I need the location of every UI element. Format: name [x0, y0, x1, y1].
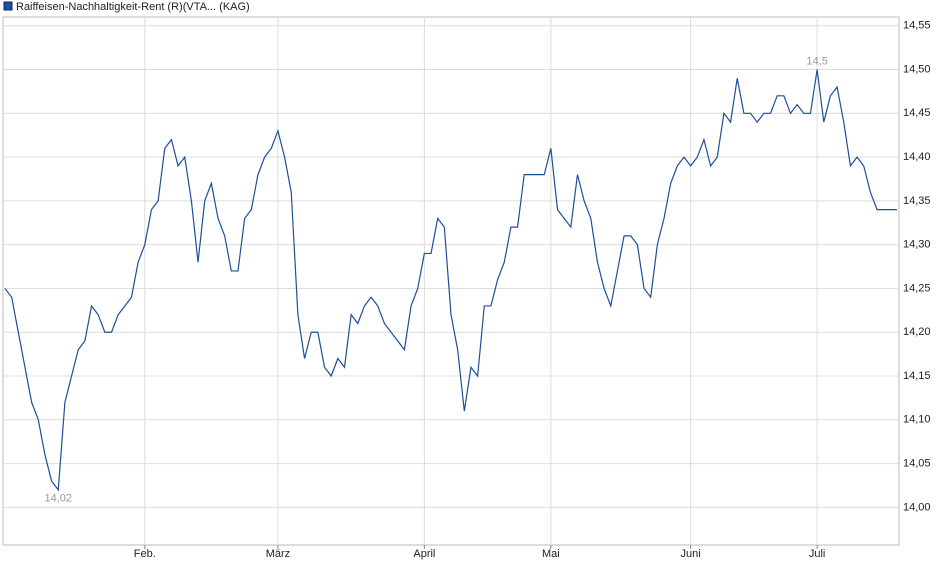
legend-label: Raiffeisen-Nachhaltigkeit-Rent (R)(VTA..… [16, 1, 250, 13]
x-tick-label: Juli [809, 548, 826, 560]
x-tick-label: März [266, 548, 290, 560]
y-tick-label: 14,40 [903, 151, 931, 163]
x-tick-label: April [413, 548, 435, 560]
x-tick-label: Feb. [134, 548, 156, 560]
y-tick-label: 14,15 [903, 370, 931, 382]
y-tick-label: 14,25 [903, 282, 931, 294]
y-tick-label: 14,35 [903, 195, 931, 207]
x-tick-label: Mai [542, 548, 560, 560]
y-tick-label: 14,30 [903, 239, 931, 251]
y-tick-label: 14,00 [903, 501, 931, 513]
y-tick-label: 14,45 [903, 107, 931, 119]
legend-swatch [3, 1, 13, 11]
y-tick-label: 14,55 [903, 20, 931, 32]
y-tick-label: 14,20 [903, 326, 931, 338]
y-tick-label: 14,05 [903, 457, 931, 469]
max-annotation: 14,5 [806, 55, 827, 67]
price-line [4, 69, 897, 492]
min-annotation: 14,02 [44, 493, 72, 505]
plot-frame [2, 16, 900, 546]
y-tick-label: 14,50 [903, 63, 931, 75]
x-tick-label: Juni [681, 548, 701, 560]
y-tick-label: 14,10 [903, 414, 931, 426]
